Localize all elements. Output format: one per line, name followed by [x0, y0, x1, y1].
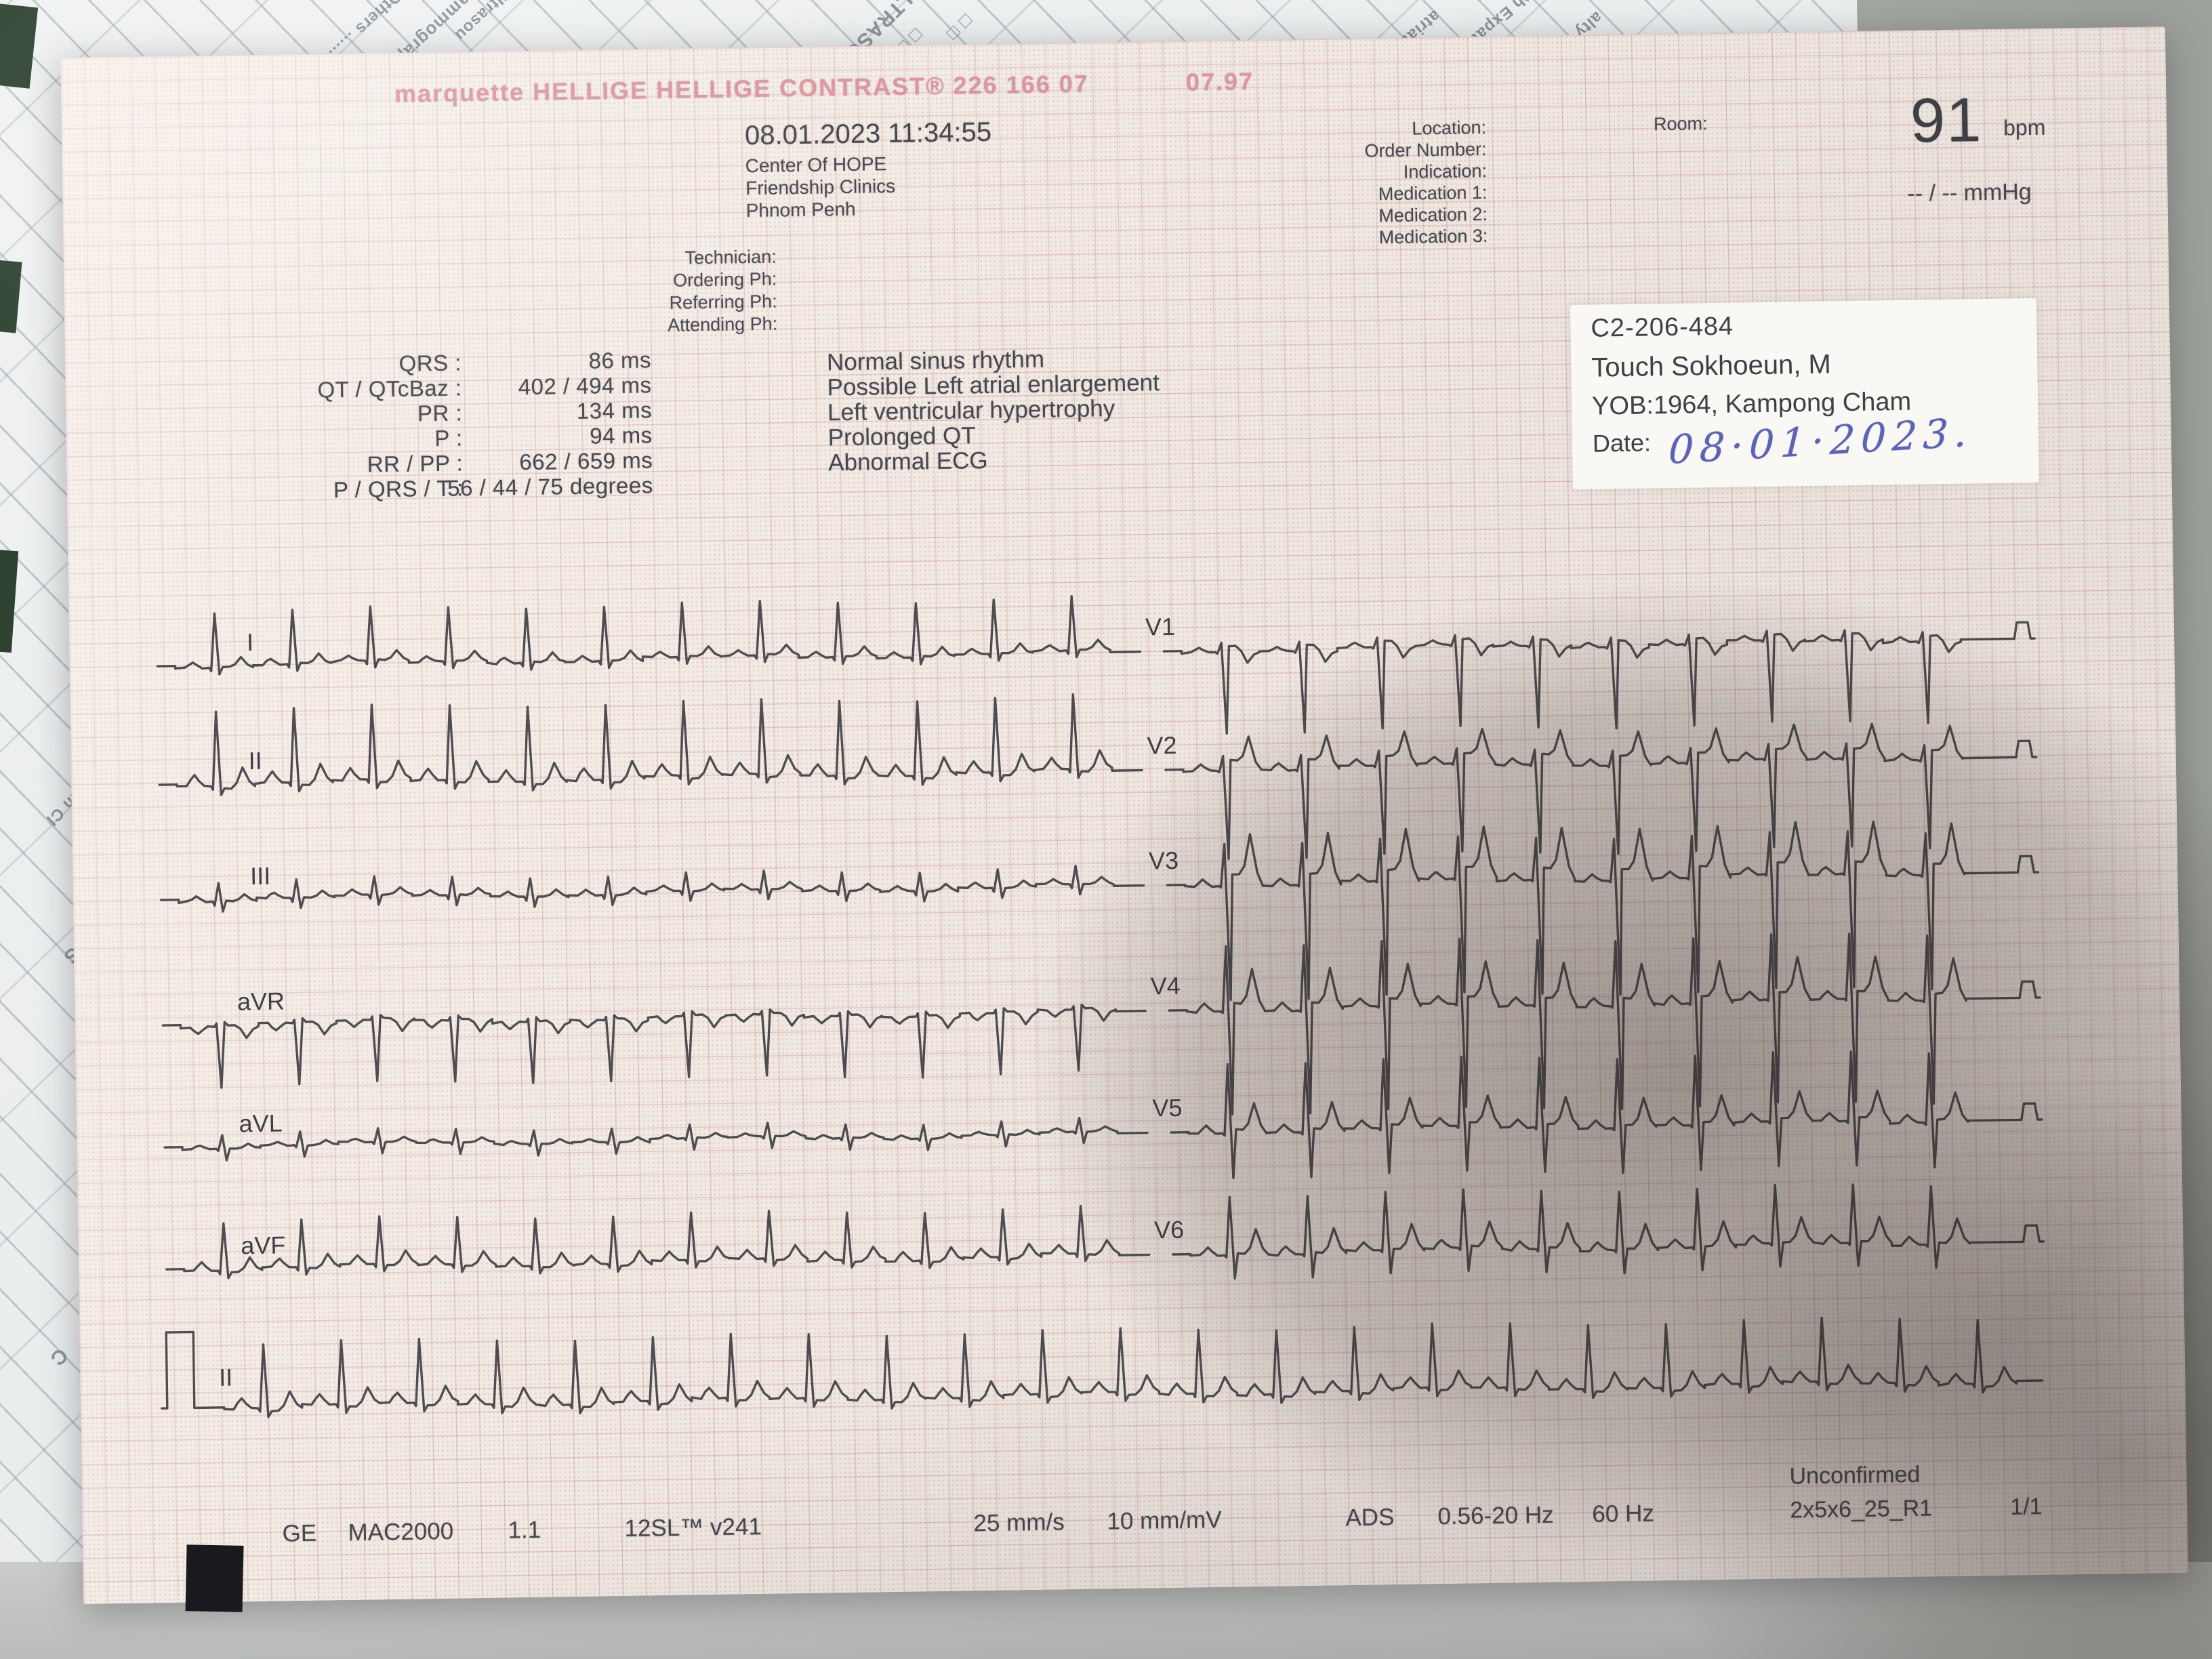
footer-model: MAC2000	[348, 1517, 454, 1547]
ecg-trace-V1	[1162, 621, 2036, 735]
footer-speed: 25 mm/s	[973, 1509, 1065, 1537]
ecg-trace-aVR	[161, 1003, 1147, 1089]
lead-label-V5: V5	[1152, 1093, 1183, 1122]
lead-label-aVR: aVR	[237, 987, 285, 1016]
ecg-trace-V3	[1166, 820, 2040, 1002]
footer-notch: 60 Hz	[1592, 1500, 1655, 1528]
lead-label-V1: V1	[1145, 612, 1176, 641]
ecg-trace-III	[159, 864, 1145, 913]
ecg-paper: marquette HELLIGE HELLIGE CONTRAST® 226 …	[60, 26, 2188, 1612]
ecg-trace-rhythm-II	[161, 1316, 2044, 1418]
footer-filter: ADS	[1345, 1504, 1395, 1532]
print-density-square	[185, 1544, 244, 1612]
footer-gain: 10 mm/mV	[1107, 1506, 1222, 1535]
lead-label-aVF: aVF	[240, 1231, 286, 1260]
footer-device: GE	[282, 1519, 317, 1547]
footer-algorithm: 12SL™ v241	[624, 1513, 762, 1542]
footer-version: 1.1	[508, 1516, 541, 1544]
ecg-trace-V4	[1168, 933, 2041, 1115]
ecg-trace-I	[156, 595, 1142, 676]
footer-format: 2x5x6_25_R1	[1790, 1495, 1933, 1523]
footer-page: 1/1	[2010, 1494, 2043, 1520]
ecg-trace-II	[158, 693, 1143, 796]
lead-label-V4: V4	[1150, 971, 1181, 1000]
lead-label-rhythm-II: II	[218, 1363, 233, 1391]
ecg-traces	[156, 595, 2045, 1418]
ecg-trace-V5	[1170, 1050, 2043, 1179]
lead-label-aVL: aVL	[239, 1109, 283, 1138]
ecg-trace-aVF	[165, 1204, 1151, 1279]
ecg-trace-V6	[1171, 1183, 2045, 1279]
footer-status: Unconfirmed	[1789, 1461, 1921, 1490]
lead-label-V6: V6	[1153, 1215, 1185, 1244]
lead-label-I: I	[246, 628, 254, 657]
lead-label-II: II	[248, 746, 262, 775]
lead-label-V2: V2	[1147, 731, 1177, 760]
lead-label-III: III	[249, 861, 271, 890]
ecg-trace-V2	[1164, 722, 2038, 861]
ecg-trace-aVL	[163, 1116, 1149, 1162]
lead-label-V3: V3	[1148, 846, 1179, 875]
footer-bandwidth: 0.56-20 Hz	[1437, 1501, 1554, 1530]
